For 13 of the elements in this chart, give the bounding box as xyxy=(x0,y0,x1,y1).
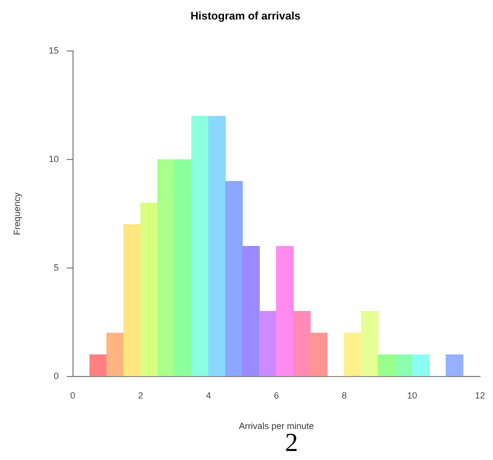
x-tick-label: 6 xyxy=(274,390,279,400)
y-tick-label: 10 xyxy=(48,154,59,164)
y-axis-title: Frequency xyxy=(12,192,22,236)
x-tick-label: 12 xyxy=(474,390,485,400)
x-tick-label: 4 xyxy=(206,390,212,400)
x-tick-label: 10 xyxy=(407,390,418,400)
y-tick-label: 0 xyxy=(54,370,59,381)
chart-title: Histogram of arrivals xyxy=(190,10,301,23)
y-tick-label: 5 xyxy=(54,262,59,272)
x-tick-label: 8 xyxy=(342,390,347,400)
y-tick-label: 15 xyxy=(48,46,59,56)
x-tick-label: 0 xyxy=(70,390,76,400)
x-tick-label: 2 xyxy=(138,390,144,400)
